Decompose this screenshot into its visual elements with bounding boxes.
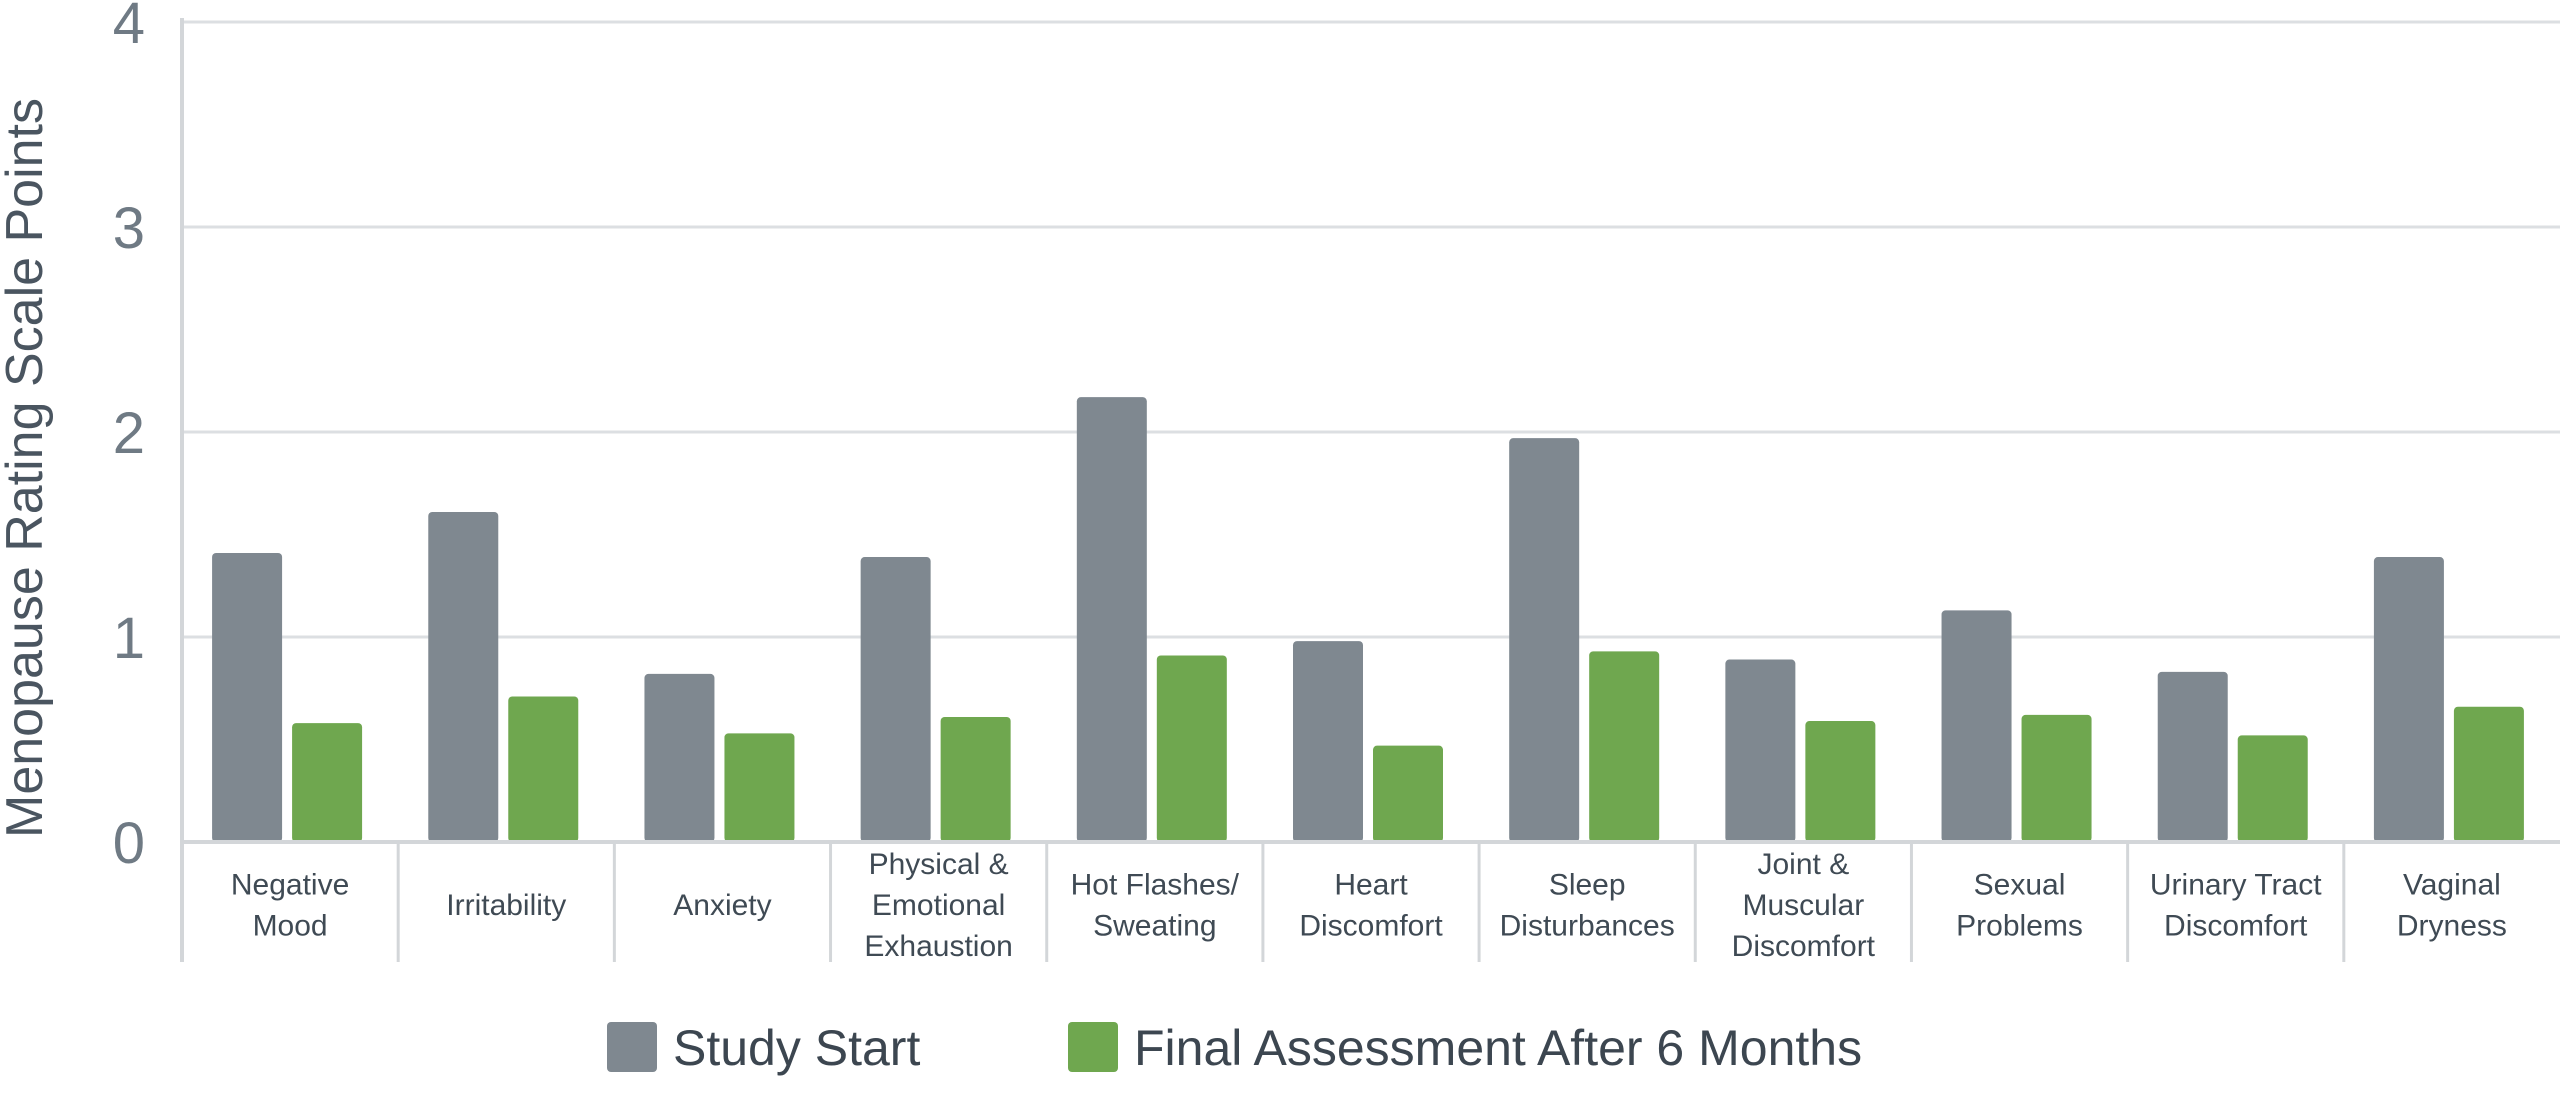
y-tick-label: 3 bbox=[113, 196, 145, 261]
bars bbox=[212, 397, 2524, 842]
bar-final-assessment bbox=[724, 733, 795, 842]
bar-study-start bbox=[644, 673, 715, 842]
x-tick-label: Joint & Muscular Discomfort bbox=[1732, 848, 1876, 963]
bar-study-start bbox=[212, 552, 283, 842]
bar-final-assessment bbox=[1589, 651, 1660, 842]
x-tick-labels: Negative Mood Irritability Anxiety Physical … bbox=[231, 848, 2507, 963]
y-tick-labels: 0 1 2 3 4 bbox=[113, 0, 145, 876]
bar-final-assessment bbox=[2021, 714, 2092, 842]
bar-final-assessment bbox=[940, 716, 1011, 842]
bar-study-start bbox=[2373, 557, 2444, 842]
y-tick-label: 0 bbox=[113, 811, 145, 876]
legend-label: Final Assessment After 6 Months bbox=[1134, 1020, 1862, 1076]
x-tick-label: Sleep Disturbances bbox=[1500, 869, 1675, 943]
legend: Study Start Final Assessment After 6 Mont… bbox=[607, 1020, 1862, 1076]
x-tick-label: Irritability bbox=[446, 889, 566, 922]
bar-final-assessment bbox=[2453, 706, 2524, 842]
x-tick-label: Heart Discomfort bbox=[1299, 869, 1443, 943]
x-tick-label: Physical & Emotional Exhaustion bbox=[864, 848, 1012, 963]
bar-study-start bbox=[1076, 397, 1147, 842]
legend-label: Study Start bbox=[673, 1020, 920, 1076]
bar-study-start bbox=[1725, 659, 1796, 842]
bar-study-start bbox=[1509, 438, 1580, 842]
y-tick-label: 2 bbox=[113, 401, 145, 466]
x-tick-label: Sexual Problems bbox=[1956, 869, 2083, 943]
bar-final-assessment bbox=[508, 696, 579, 842]
bar-final-assessment bbox=[2237, 735, 2308, 842]
legend-swatch bbox=[1068, 1022, 1118, 1072]
gridlines bbox=[182, 20, 2560, 639]
y-tick-label: 4 bbox=[113, 0, 145, 56]
bar-study-start bbox=[860, 557, 931, 842]
bar-study-start bbox=[2157, 671, 2228, 842]
y-axis-title: Menopause Rating Scale Points bbox=[0, 98, 54, 838]
bar-study-start bbox=[1941, 610, 2012, 842]
y-tick-label: 1 bbox=[113, 606, 145, 671]
x-tick-label: Vaginal Dryness bbox=[2397, 869, 2507, 943]
bar-study-start bbox=[428, 511, 499, 842]
x-tick-label: Negative Mood bbox=[231, 869, 349, 943]
bar-final-assessment bbox=[1805, 721, 1876, 842]
bar-final-assessment bbox=[292, 723, 363, 842]
bar-final-assessment bbox=[1156, 655, 1227, 842]
axes bbox=[180, 18, 2560, 962]
bar-final-assessment bbox=[1373, 745, 1443, 842]
x-tick-label: Hot Flashes/Sweating bbox=[1071, 869, 1240, 943]
x-tick-label: Anxiety bbox=[673, 889, 771, 922]
x-tick-label: Urinary Tract Discomfort bbox=[2150, 869, 2322, 943]
bar-study-start bbox=[1293, 641, 1363, 842]
legend-swatch bbox=[607, 1022, 657, 1072]
